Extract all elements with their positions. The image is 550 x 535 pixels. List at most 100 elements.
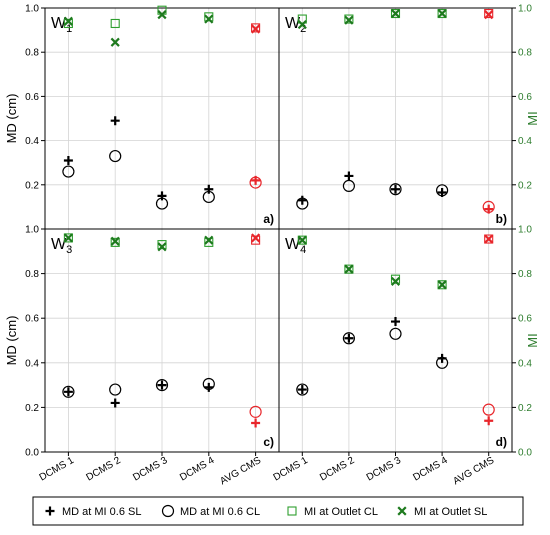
mi-cl-point [390,274,401,284]
x-tick-label: DCMS 1 [272,455,311,484]
mi-sl-point [484,234,494,244]
y-tick-label-left: 0.4 [25,136,39,147]
legend-label-mi_sl: MI at Outlet SL [414,506,487,518]
y-tick-label-left: 1.0 [25,4,39,15]
md-sl-point [344,171,354,181]
x-tick-label: AVG CMS [218,455,263,487]
x-tick-label: DCMS 4 [178,455,217,484]
panel-title: W1 [51,15,72,35]
y-tick-label-right: 0.2 [518,180,532,191]
legend-label-md_cl: MD at MI 0.6 CL [180,506,260,518]
y-tick-label-right: 0.4 [518,136,532,147]
md-sl-point [251,418,261,428]
x-tick-label: DCMS 3 [131,455,170,484]
legend-label-mi_cl: MI at Outlet CL [304,506,378,518]
x-tick-label: DCMS 1 [38,455,77,484]
legend-label-md_sl: MD at MI 0.6 SL [62,506,141,518]
md-sl-point [437,188,447,198]
y-tick-label-right: 0.6 [518,92,532,103]
md-sl-point [297,195,307,205]
md-sl-point [437,353,447,363]
legend-box [32,496,524,526]
mi-sl-point [63,233,73,243]
y-tick-label-left: 0.8 [25,48,39,59]
md-cl-point [389,327,402,340]
y-tick-label-right: 0.2 [518,403,532,414]
y-tick-label-left: 0.6 [25,92,39,103]
mi-sl-point [157,242,167,252]
mi-sl-point [204,235,214,245]
md-sl-point [251,175,261,185]
y-tick-label-left: 0.4 [25,358,39,369]
y-tick-label-right: 1.0 [518,4,532,15]
md-sl-point [484,204,494,214]
y-tick-label-left: 0.0 [25,448,39,459]
md-sl-point [157,380,167,390]
md-sl-point [391,184,400,194]
mi-sl-point [63,16,73,26]
mi-cl-point [251,23,261,33]
y-tick-label-right: 0.8 [518,269,532,280]
mi-cl-point [63,18,73,29]
md-sl-point [484,416,494,426]
md-sl-point [297,385,307,395]
panel-title: W2 [285,15,306,35]
panel-title-sub: 4 [300,244,306,256]
panel-title-sub: 1 [66,23,72,35]
md-sl-point [204,382,214,392]
mi-cl-point [204,12,214,22]
md-cl-point [109,149,122,163]
x-tick-label: DCMS 2 [84,455,123,484]
y-tick-label-left: 0.2 [25,180,39,191]
panel-title-main: W [285,15,301,32]
panel-tag: a) [263,212,274,226]
md-cl-point [342,332,355,345]
mi-sl-point [437,280,447,290]
x-tick-label: DCMS 3 [365,455,404,484]
md-cl-point [296,383,309,396]
mi-sl-point [110,236,120,246]
mi-sl-point [484,10,494,20]
panel-title: W4 [285,236,306,256]
y-axis-label-right: MI [525,111,540,125]
y-axis-label-right: MI [525,333,540,347]
md-sl-point [110,116,120,126]
panel-4: DCMS 1 DCMS 2 DCMS 3 DCMS 4 AVG CMS 0.0 0.2 0.4… [272,225,540,488]
y-axis-label-left: MD (cm) [4,94,19,144]
y-tick-label-right: 0.6 [518,314,532,325]
mi-cl-point [437,8,447,19]
md-sl-point [204,184,214,194]
y-tick-label-right: 0.0 [518,448,532,459]
mi-cl-point [390,8,401,19]
md-cl-point [249,405,262,418]
md-cl-point [62,385,75,398]
mi-sl-point [437,8,447,19]
mi-cl-point [63,233,73,243]
mi-cl-point [110,237,120,247]
y-tick-label-right: 1.0 [518,225,532,236]
panel-tag: b) [496,212,507,226]
mi-sl-point [204,14,214,24]
panel-2: 0.2 0.4 0.6 0.8 1.0 MI W2 b) [278,4,540,230]
y-tick-label-left: 0.8 [25,269,39,280]
legend-marker-md_sl [45,506,55,516]
legend: MD at MI 0.6 SL MD at MI 0.6 CL MI at Outl… [32,496,524,526]
panel-3: DCMS 1 DCMS 2 DCMS 3 DCMS 4 AVG CMS 0.0 0.2 0.4… [4,225,280,487]
legend-marker-md_cl [161,504,175,518]
mi-sl-point [390,276,401,286]
panel-title-main: W [51,236,67,253]
md-sl-point [110,398,120,408]
mi-sl-point [344,15,354,25]
panel-title: W3 [51,236,72,256]
x-tick-label: AVG CMS [451,455,496,487]
mi-sl-point [251,233,261,243]
y-tick-label-left: 0.2 [25,403,39,414]
mi-sl-point [251,24,261,34]
mi-cl-point [297,235,307,245]
mi-cl-point [344,264,354,274]
mi-sl-point [390,8,401,19]
panel-title-sub: 3 [66,244,72,256]
mi-cl-point [110,18,120,29]
x-tick-label: DCMS 4 [411,455,450,484]
